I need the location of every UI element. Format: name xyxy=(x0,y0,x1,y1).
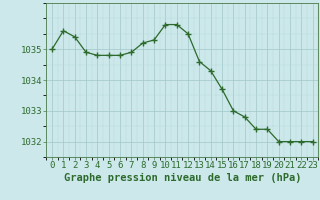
X-axis label: Graphe pression niveau de la mer (hPa): Graphe pression niveau de la mer (hPa) xyxy=(64,173,301,183)
